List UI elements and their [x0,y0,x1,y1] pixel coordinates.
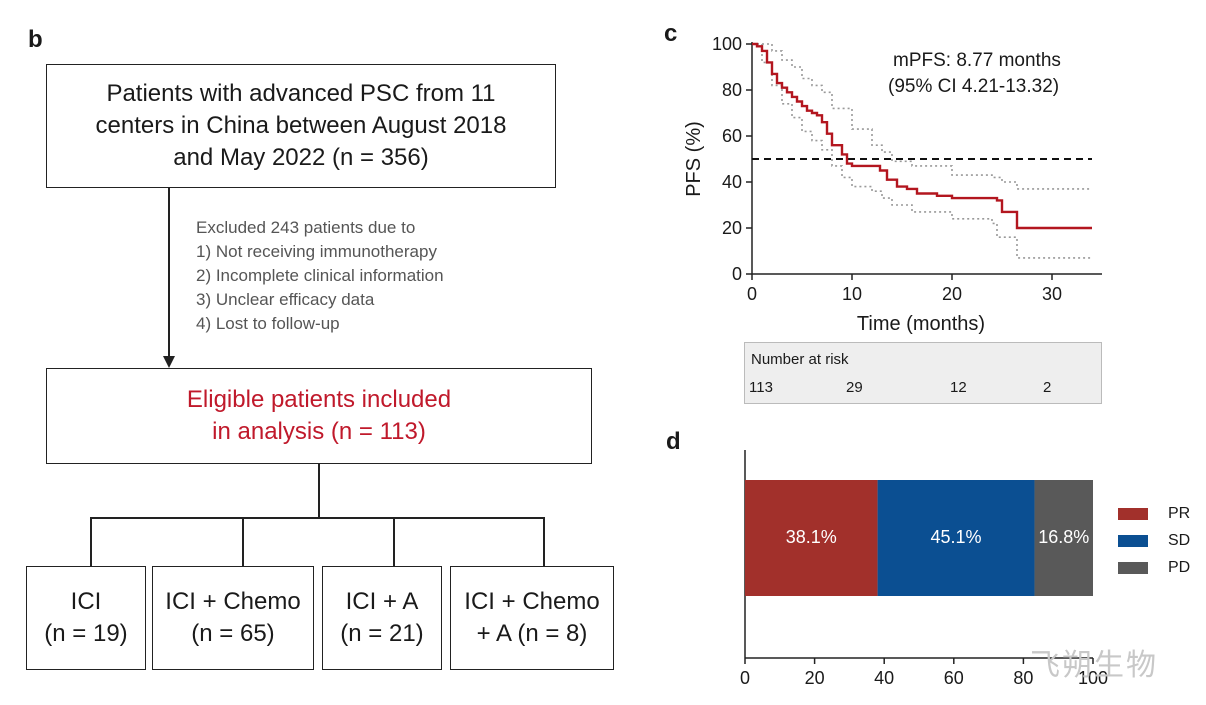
bar-segment-pd [1034,480,1093,596]
y-tick-label: 100 [712,34,742,54]
mpfs-annotation-line1: mPFS: 8.77 months [893,50,1061,71]
exclusion-reason: 4) Lost to follow-up [196,314,340,333]
flow-connector-branch-drop [242,517,244,566]
group-label: ICI + Chemo + A (n = 8) [464,588,600,647]
x-tick-label: 80 [1013,668,1033,688]
group-box-ici-chemo: ICI + Chemo (n = 65) [152,566,314,670]
x-axis-label: Time (months) [857,313,985,335]
x-tick-label: 40 [874,668,894,688]
y-axis-label: PFS (%) [683,121,705,197]
response-legend: PR SD PD [1118,500,1190,581]
watermark-text: 飞朔生物 [1030,649,1158,682]
mpfs-annotation-line2: (95% CI 4.21-13.32) [888,76,1060,97]
x-tick-label: 10 [842,284,862,304]
legend-swatch-pr [1118,507,1148,520]
exclusion-criteria: Excluded 243 patients due to 1) Not rece… [196,216,444,336]
group-label: ICI + A (n = 21) [340,588,424,647]
bar-value-label: 38.1% [785,527,837,547]
group-box-ici-a: ICI + A (n = 21) [322,566,442,670]
bar-segment-sd [877,480,1035,596]
exclusion-reason: 2) Incomplete clinical information [196,266,444,285]
legend-item-sd: SD [1118,527,1190,554]
legend-swatch-sd [1118,534,1148,547]
group-box-ici-chemo-a: ICI + Chemo + A (n = 8) [450,566,614,670]
eligible-patients-box: Eligible patients included in analysis (… [46,368,592,464]
source-population-box: Patients with advanced PSC from 11 cente… [46,64,556,188]
flow-connector-branch-bar [90,517,544,519]
flow-connector-branch-drop [393,517,395,566]
exclusion-reason: 3) Unclear efficacy data [196,290,375,309]
bar-value-label: 16.8% [1038,527,1090,547]
group-box-ici: ICI (n = 19) [26,566,146,670]
y-tick-label: 80 [722,80,742,100]
number-at-risk-value: 2 [1043,379,1052,396]
y-tick-label: 40 [722,172,742,192]
flow-connector-main [168,188,170,356]
bar-value-label: 45.1% [930,527,982,547]
exclusion-reason: 1) Not receiving immunotherapy [196,242,437,261]
x-tick-label: 100 [1078,668,1108,688]
flow-connector-branch-stem [318,464,320,518]
x-tick-label: 30 [1042,284,1062,304]
panel-b-letter: b [28,26,43,53]
bar-segment-pr [745,480,878,596]
flow-connector-branch-drop [90,517,92,566]
legend-item-pr: PR [1118,500,1190,527]
number-at-risk-title: Number at risk [751,351,849,368]
y-tick-label: 0 [732,264,742,284]
panel-c-letter: c [664,20,678,47]
number-at-risk-value: 113 [749,379,773,396]
ci-upper-curve [752,43,1092,190]
y-tick-label: 20 [722,218,742,238]
x-tick-label: 0 [740,668,750,688]
eligible-patients-text: Eligible patients included in analysis (… [186,386,452,445]
x-tick-label: 60 [944,668,964,688]
number-at-risk-value: 12 [950,379,967,396]
legend-label-pr: PR [1168,504,1191,522]
x-tick-label: 0 [747,284,757,304]
x-tick-label: 20 [805,668,825,688]
number-at-risk-value: 29 [846,379,863,396]
legend-item-pd: PD [1118,554,1190,581]
x-tick-label: 20 [942,284,962,304]
flow-connector-branch-drop [543,517,545,566]
y-tick-label: 60 [722,126,742,146]
km-curve [752,42,1092,230]
group-label: ICI + Chemo (n = 65) [165,588,301,647]
panel-d-letter: d [666,428,681,455]
exclusion-header: Excluded 243 patients due to [196,218,416,237]
ci-lower-curve [752,43,1092,259]
group-label: ICI (n = 19) [44,588,128,647]
number-at-risk-table: Number at risk 113 29 12 2 [744,342,1102,404]
legend-label-sd: SD [1168,531,1191,549]
source-population-text: Patients with advanced PSC from 11 cente… [95,80,507,171]
legend-swatch-pd [1118,561,1148,574]
legend-label-pd: PD [1168,558,1191,576]
